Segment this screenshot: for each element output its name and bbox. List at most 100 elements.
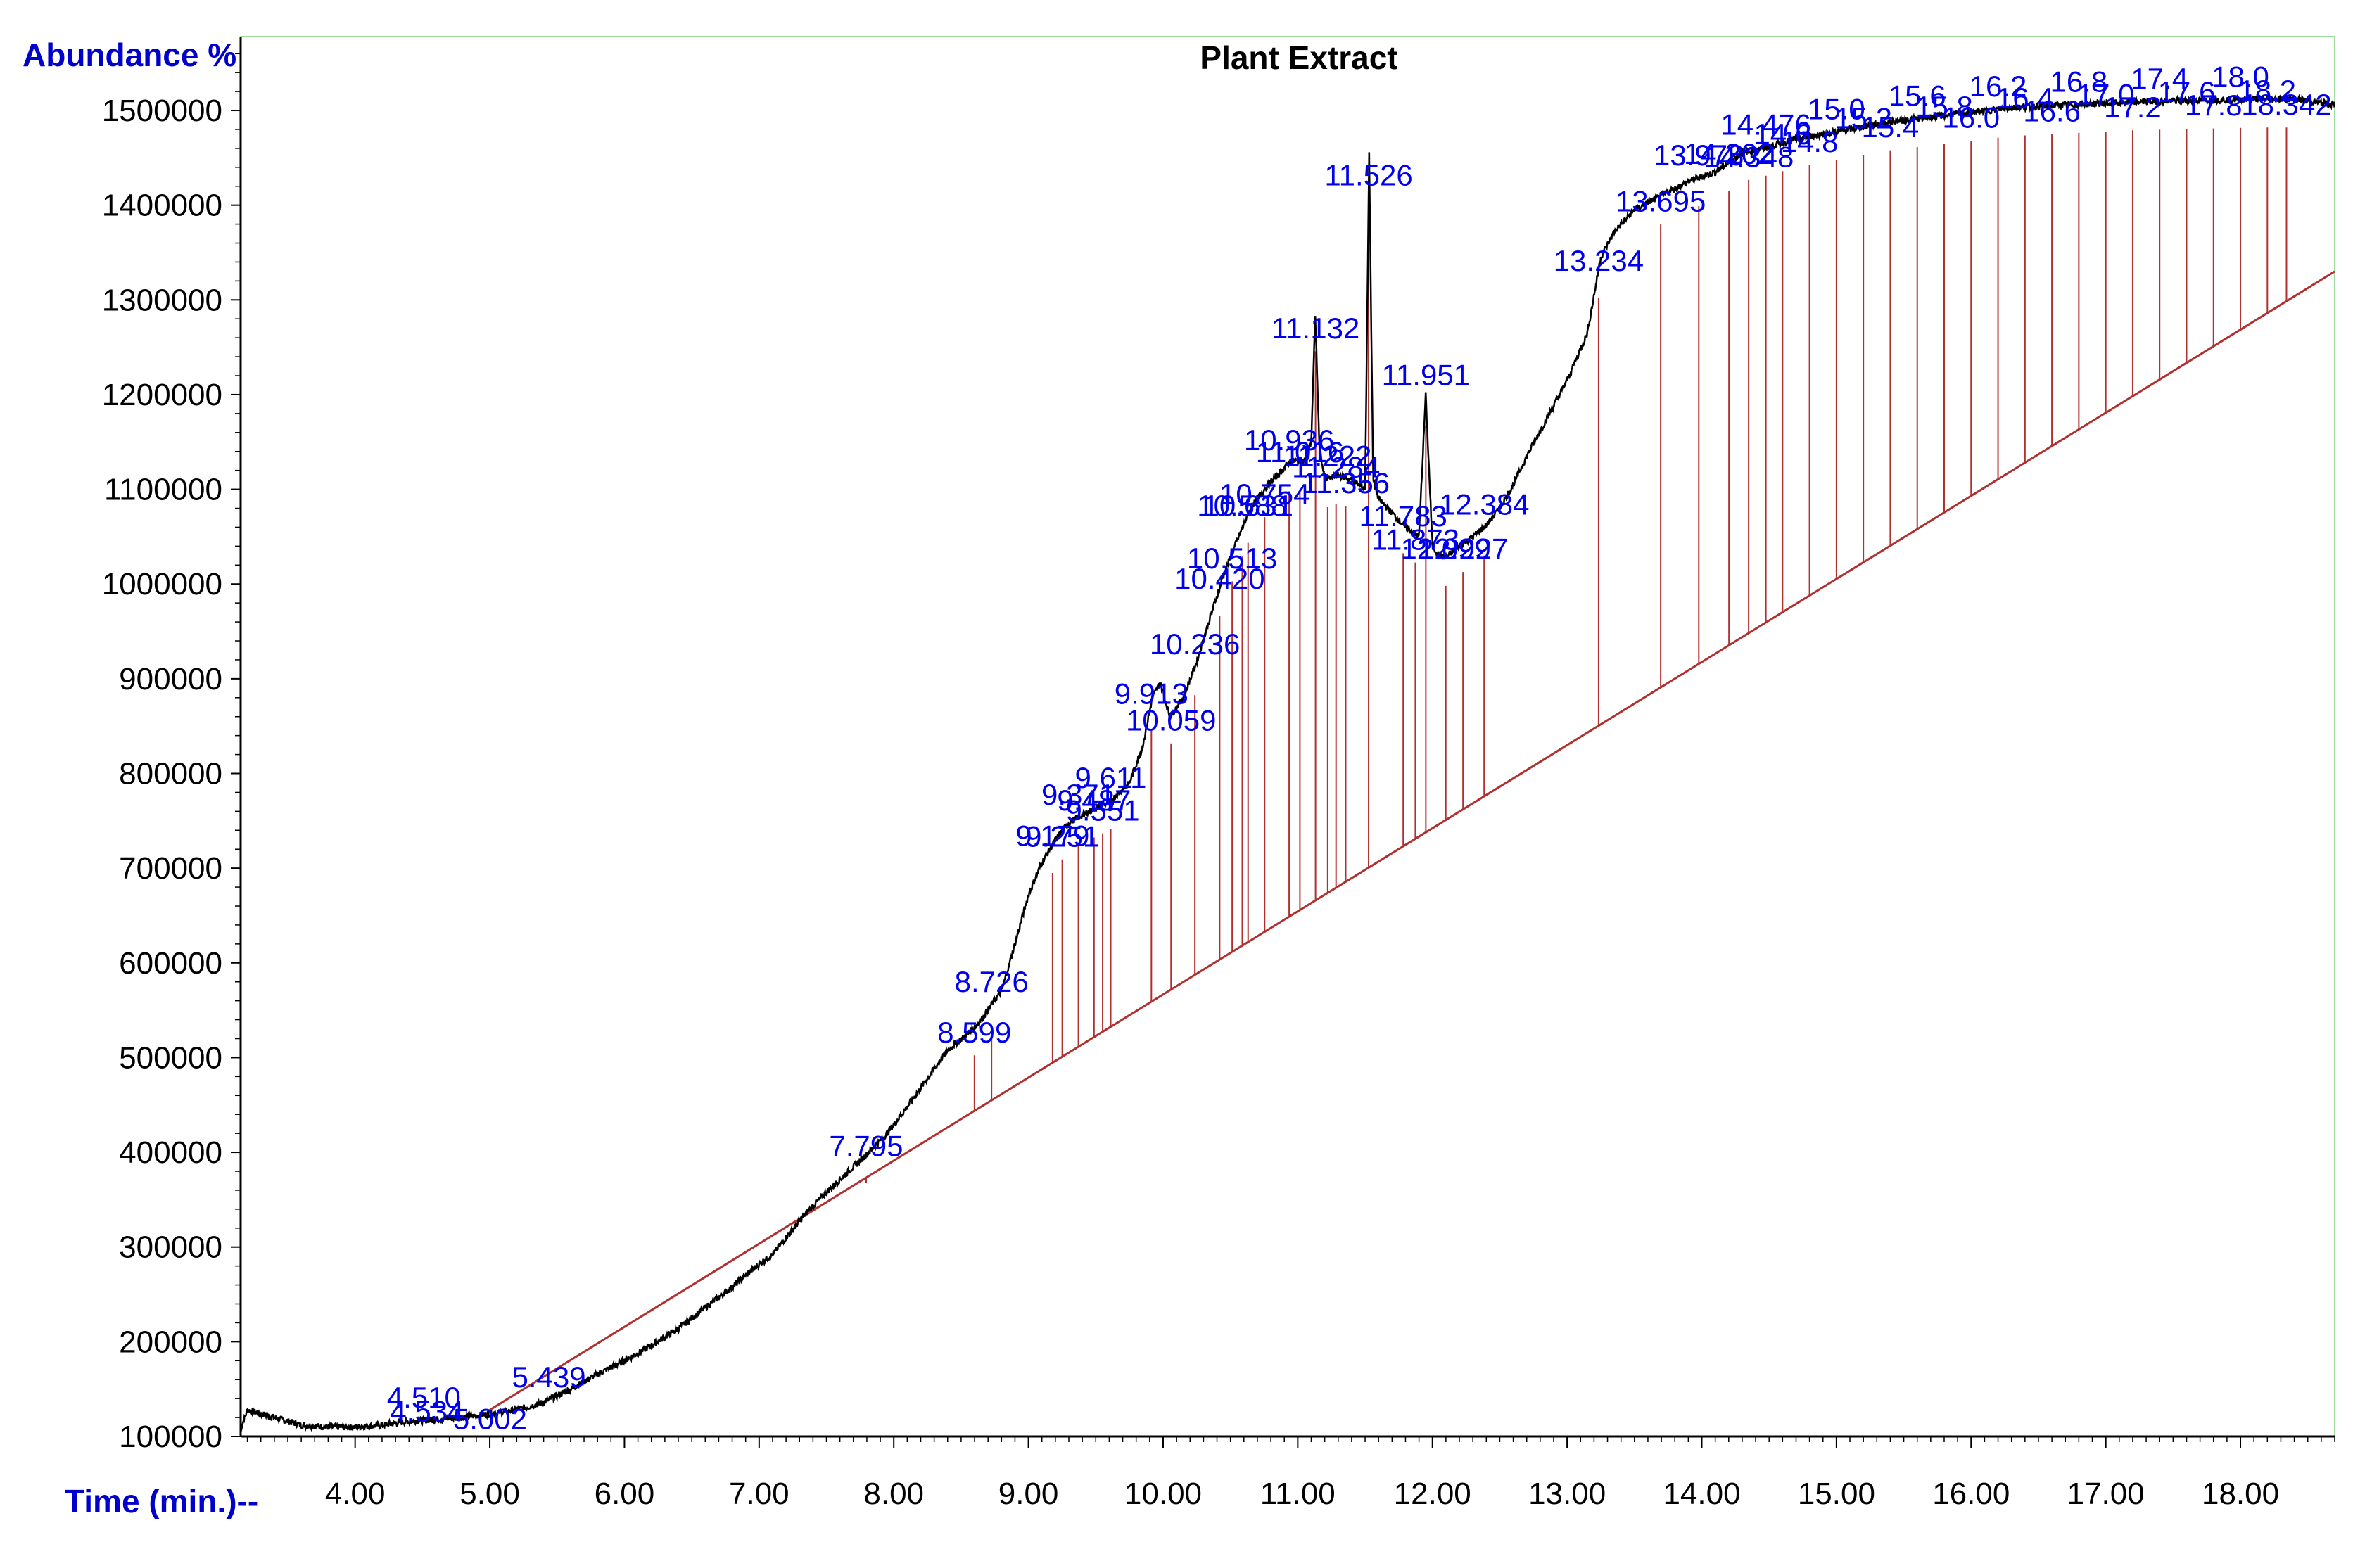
peak-label: 14.6	[1753, 117, 1811, 151]
x-tick-label: 17.00	[2067, 1477, 2145, 1511]
peak-label: 10.513	[1187, 542, 1277, 575]
peak-label: 11.132	[1271, 312, 1359, 345]
y-tick-label: 200000	[119, 1325, 222, 1359]
peak-label: 11.356	[1302, 466, 1390, 499]
baseline-line	[489, 270, 2335, 1411]
peak-label: 17.2	[2104, 91, 2162, 124]
peak-label: 13.234	[1554, 244, 1644, 277]
peak-label: 10.059	[1126, 703, 1216, 737]
y-tick-label: 900000	[119, 662, 222, 696]
peak-label: 15.2	[1834, 101, 1892, 134]
peak-lines-group	[865, 127, 2288, 1184]
baseline-group	[489, 270, 2335, 1411]
peak-label: 5.002	[453, 1403, 527, 1436]
x-tick-label: 8.00	[863, 1477, 924, 1511]
y-tick-label: 800000	[119, 757, 222, 791]
peak-label: 10.754	[1219, 478, 1309, 511]
peak-label: 16.2	[1970, 70, 2027, 103]
x-tick-label: 7.00	[729, 1477, 789, 1511]
y-tick-label: 1200000	[102, 378, 222, 412]
y-tick-label: 700000	[119, 851, 222, 886]
peak-label: 17.4	[2131, 62, 2188, 95]
y-tick-label: 1000000	[102, 567, 222, 601]
peak-label: 14.476	[1720, 108, 1810, 141]
peak-label: 14.202	[1684, 137, 1774, 170]
y-tick-label: 100000	[119, 1420, 222, 1454]
peak-label: 17.6	[2158, 75, 2216, 108]
x-tick-label: 13.00	[1528, 1477, 1606, 1511]
peak-label: 15.6	[1889, 79, 1946, 113]
peak-label: 12.227	[1418, 533, 1508, 566]
peak-label: 9.179	[1015, 820, 1089, 853]
y-tick-label: 1300000	[102, 283, 222, 317]
chart-title: Plant Extract	[1200, 39, 1397, 76]
peak-label: 8.726	[955, 965, 1029, 998]
peak-label: 4.510	[387, 1381, 461, 1414]
x-tick-label: 11.00	[1260, 1477, 1336, 1511]
peak-label: 12.384	[1439, 487, 1529, 521]
peak-label: 4.534	[390, 1395, 464, 1428]
x-tick-label: 12.00	[1394, 1477, 1471, 1511]
peak-label: 16.6	[2023, 94, 2081, 127]
x-tick-label: 15.00	[1798, 1477, 1875, 1511]
peak-label: 9.551	[1065, 793, 1139, 827]
peak-label: 8.599	[937, 1016, 1011, 1049]
peak-label: 10.936	[1244, 423, 1334, 457]
peak-label: 11.016	[1256, 435, 1344, 469]
peak-label: 17.0	[2077, 78, 2135, 111]
x-tick-label: 14.00	[1663, 1477, 1740, 1511]
x-tick-label: 6.00	[595, 1477, 655, 1511]
y-tick-label: 1500000	[102, 94, 222, 128]
peak-label: 18.2	[2238, 74, 2296, 107]
y-ticks-group: 100000 200000 300000 400000 500000 600000 7000…	[102, 94, 241, 1454]
peak-label: 18.0	[2212, 60, 2269, 93]
x-tick-label: 9.00	[998, 1477, 1059, 1511]
peak-label: 17.8	[2185, 89, 2243, 122]
x-tick-label: 5.00	[459, 1477, 520, 1511]
peak-label: 10.631	[1203, 489, 1293, 522]
peak-label: 14.8	[1781, 125, 1839, 158]
peak-label: 13.695	[1616, 185, 1706, 218]
y-tick-label: 1400000	[102, 189, 222, 223]
chromatogram-trace	[239, 93, 2335, 1433]
peak-label: 11.783	[1359, 499, 1447, 533]
peak-label: 10.420	[1174, 562, 1264, 595]
peak-label: 16.0	[1942, 101, 2000, 134]
minor-ticks-group	[235, 53, 2335, 1442]
peak-label: 10.588	[1197, 489, 1287, 522]
y-tick-label: 400000	[119, 1135, 222, 1170]
peak-label: 11.526	[1324, 158, 1412, 191]
peak-label: 10.236	[1150, 627, 1240, 661]
y-axis-title: Abundance %	[23, 37, 236, 73]
peak-label: 11.951	[1382, 358, 1470, 391]
peak-label: 11.873	[1371, 523, 1459, 556]
peak-label: 11.222	[1283, 440, 1371, 473]
peak-label: 18.342	[2241, 88, 2331, 121]
peak-label: 15.4	[1862, 110, 1920, 144]
y-tick-label: 1100000	[104, 473, 222, 507]
peak-label: 7.795	[829, 1130, 903, 1163]
x-axis-title: Time (min.)--	[65, 1483, 258, 1519]
x-tick-label: 16.00	[1932, 1477, 2010, 1511]
y-tick-label: 600000	[119, 946, 222, 981]
y-tick-label: 300000	[119, 1230, 222, 1265]
trace-group	[239, 93, 2335, 1433]
peak-label: 16.8	[2050, 65, 2107, 98]
peak-label: 15.8	[1915, 90, 1973, 123]
y-tick-label: 500000	[119, 1040, 222, 1075]
peak-label: 15.0	[1808, 92, 1865, 125]
x-tick-label: 10.00	[1124, 1477, 1202, 1511]
peak-label: 12.099	[1400, 532, 1490, 565]
peak-label: 13.978	[1654, 139, 1744, 172]
peak-label: 9.487	[1057, 784, 1131, 817]
peak-label: 9.611	[1075, 761, 1147, 794]
peak-label: 9.913	[1115, 677, 1188, 710]
peak-label: 11.284	[1292, 450, 1380, 483]
peak-label: 14.348	[1704, 140, 1794, 173]
peak-label: 16.4	[1996, 82, 2054, 115]
x-tick-label: 4.00	[325, 1477, 386, 1511]
x-tick-label: 18.00	[2202, 1477, 2279, 1511]
